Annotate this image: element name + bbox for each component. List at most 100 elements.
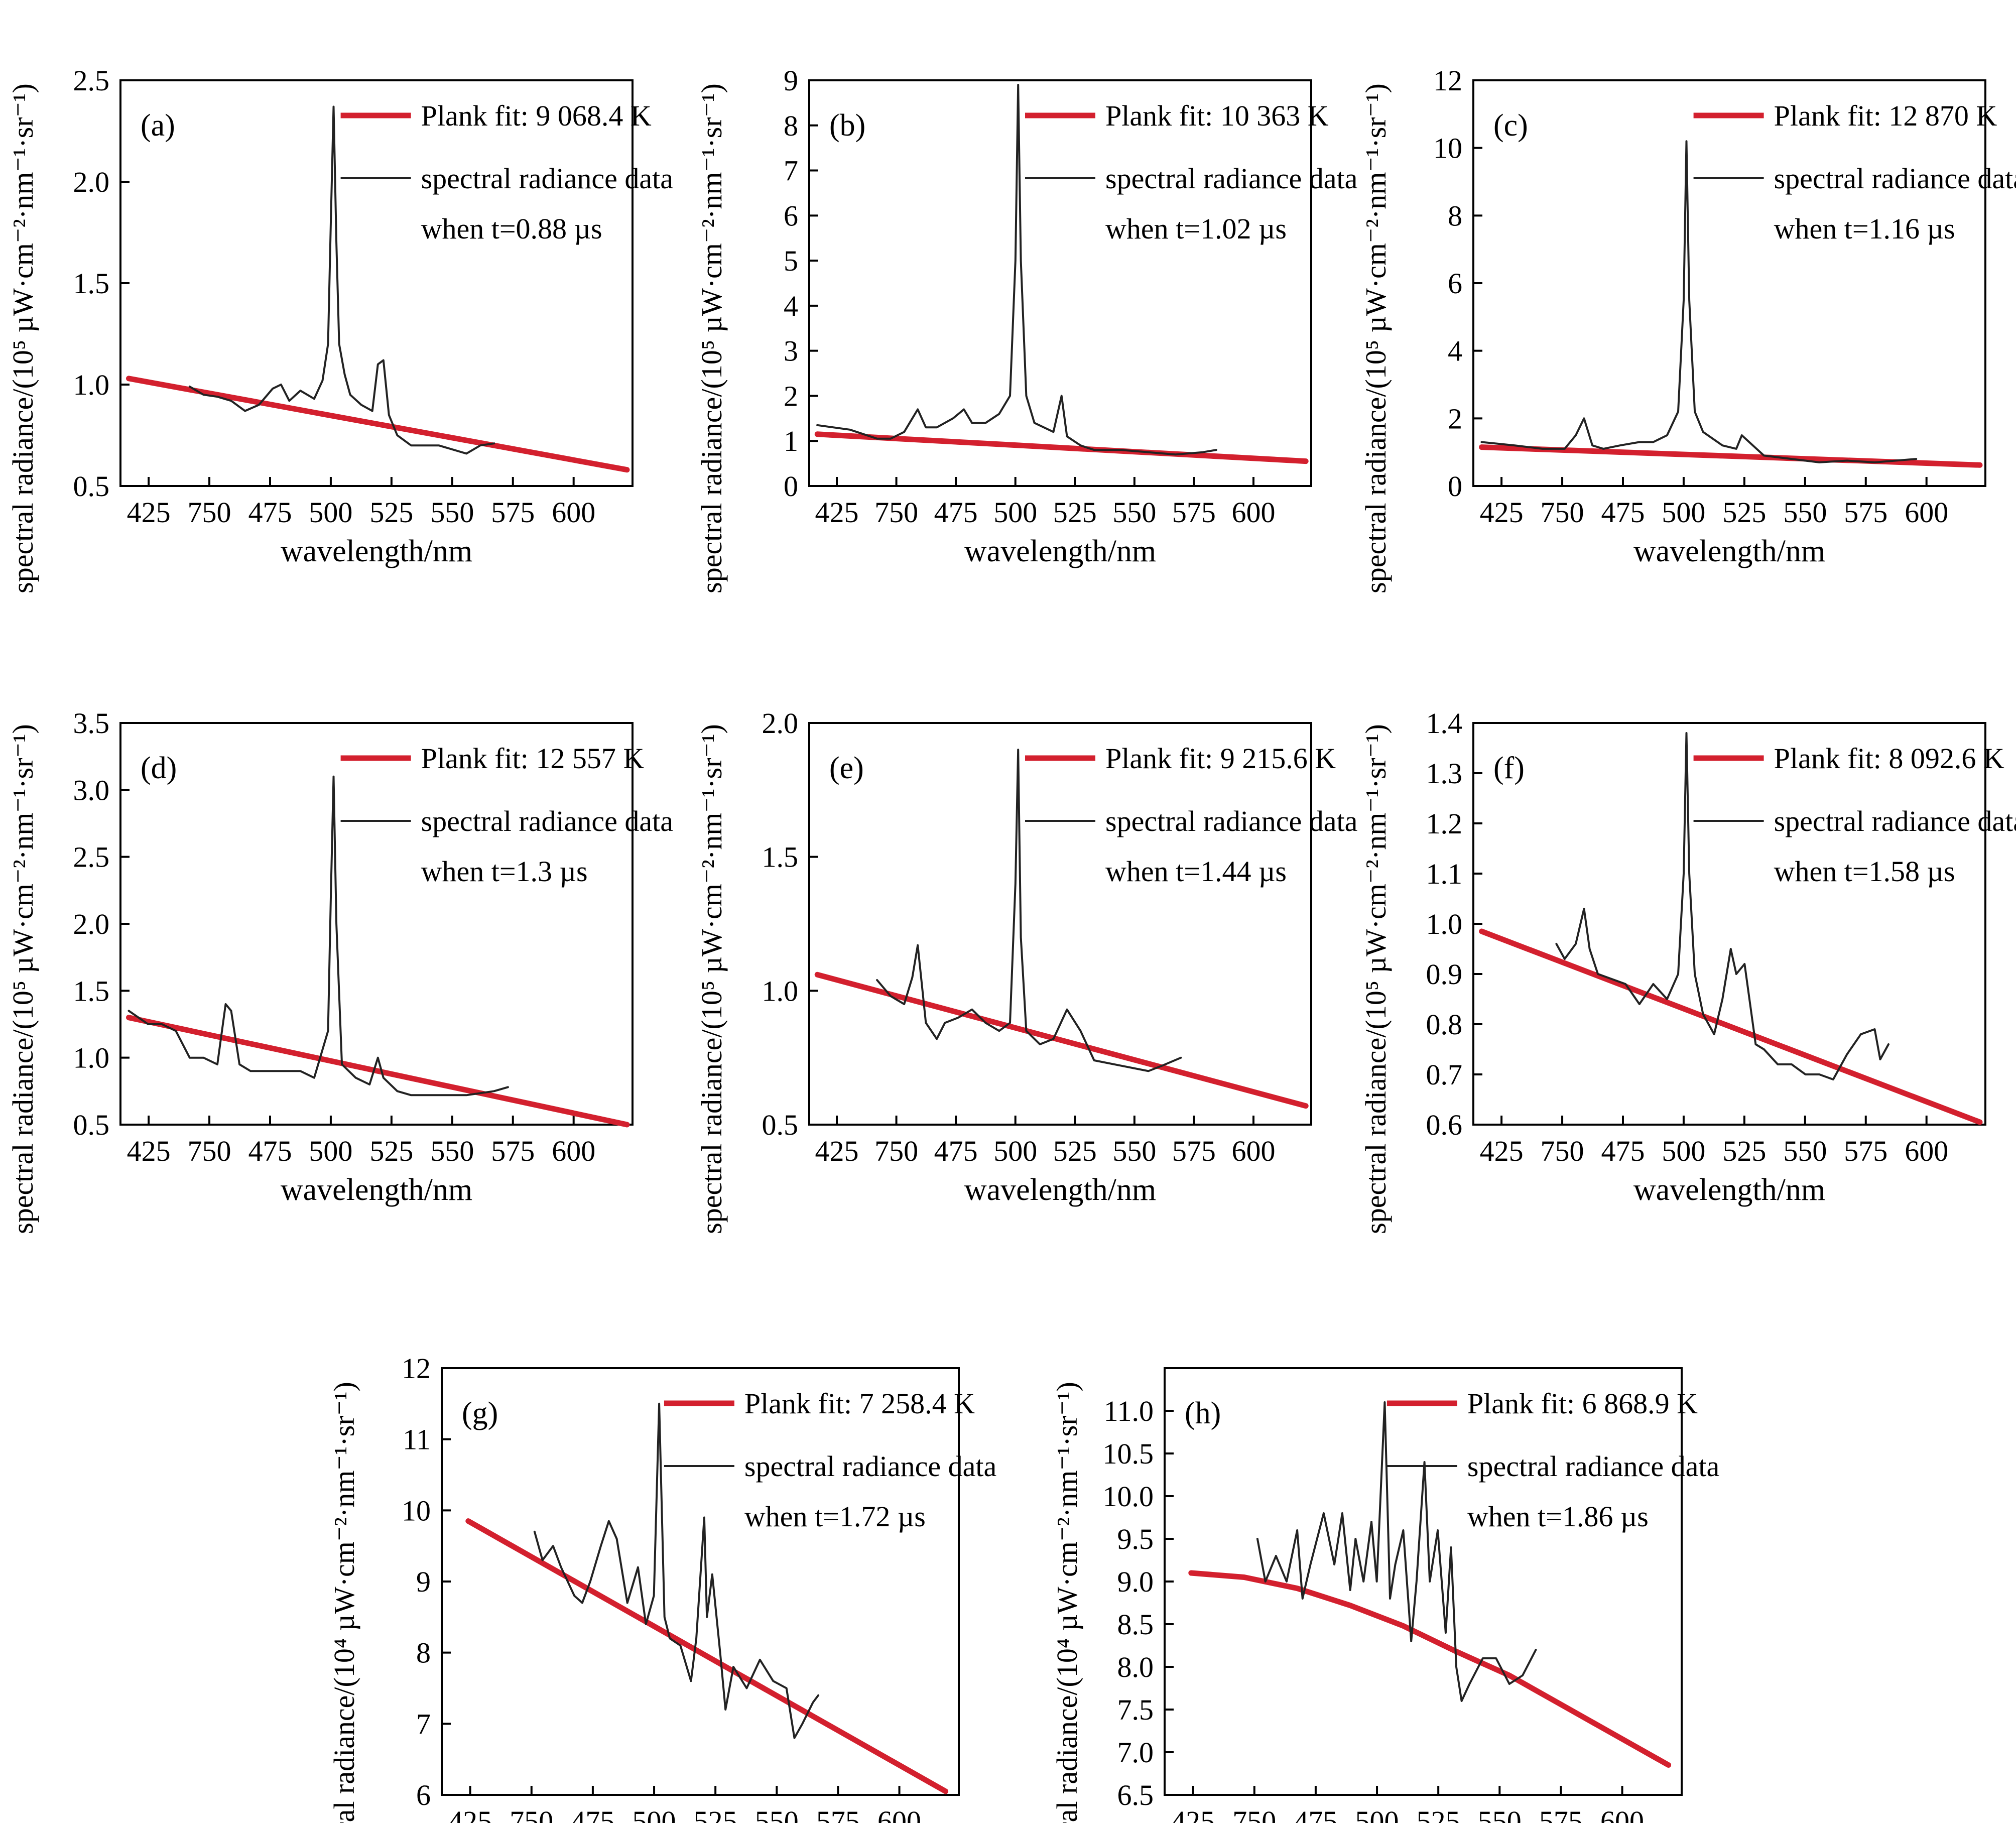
y-tick-label: 8.5 [1117,1608,1154,1641]
x-tick-label: 575 [1172,1135,1216,1167]
x-tick-label: 525 [369,496,413,529]
y-tick-label: 9.5 [1117,1523,1154,1555]
x-tick-label: 500 [993,1135,1037,1167]
y-tick-label: 10 [402,1494,431,1527]
panel-label: (f) [1493,751,1525,785]
x-tick-label: 750 [874,496,918,529]
y-tick-label: 1.4 [1426,707,1463,740]
spectral-data-line [1480,140,1918,463]
plot-frame [1472,79,1986,487]
x-tick-label: 475 [1294,1805,1337,1823]
y-tick-label: 6 [1448,267,1462,300]
y-tick-label: 11 [403,1423,431,1456]
y-axis-label: spectral radiance/(10⁵ µW·cm⁻²·nm⁻¹·sr⁻¹… [1359,83,1392,593]
spectral-data-line [128,775,509,1097]
x-axis-label: wavelength/nm [281,1173,472,1207]
plot-frame [808,79,1312,487]
x-tick-label: 500 [1662,496,1705,529]
panel-label: (c) [1493,108,1528,143]
x-tick-label: 500 [309,496,352,529]
x-tick-label: 575 [1539,1805,1583,1823]
x-tick-label: 550 [1478,1805,1522,1823]
x-tick-label: 425 [1171,1805,1215,1823]
chart-panel-a: 0.5 1.0 1.5 2.0 2.5 425 750 475 500 525 550 575 600 w… [7,64,673,593]
x-tick-label: 525 [369,1135,413,1167]
chart-panel-g: 6789101112425750475500525550575600wavele… [328,1352,996,1823]
y-tick-label: 0.6 [1426,1109,1463,1141]
x-tick-label: 550 [1112,496,1156,529]
y-tick-label: 1.0 [1426,908,1463,940]
y-tick-label: 7.0 [1117,1736,1154,1769]
y-tick-label: 4 [784,290,798,322]
y-tick-label: 9 [416,1565,431,1598]
x-axis-label: wavelength/nm [1633,534,1825,568]
chart-panel-f: 0.6 0.7 0.8 0.9 1.0 1.1 1.2 1.3 1.4 425 750 475 500 5… [1359,707,2016,1234]
x-tick-label: 575 [816,1805,860,1823]
y-tick-label: 1 [784,425,798,457]
x-tick-label: 600 [552,496,595,529]
y-tick-label: 1.5 [762,841,799,874]
legend-data-label: spectral radiance data [1467,1450,1719,1483]
x-tick-label: 550 [430,496,474,529]
legend-fit-label: Plank fit: 10 363 K [1105,99,1329,132]
fit-curve-line [126,1015,630,1128]
y-tick-label: 0.5 [762,1109,799,1141]
x-tick-label: 750 [188,1135,231,1167]
x-axis-label: wavelength/nm [281,534,472,568]
legend-fit-label: Plank fit: 7 258.4 K [744,1387,975,1420]
spectral-data-line [533,1402,820,1739]
y-axis-label: spectral radiance/(10⁵ µW·cm⁻²·nm⁻¹·sr⁻¹… [7,83,39,593]
y-tick-label: 6 [416,1779,431,1811]
y-axis-label: spectral radiance/(10⁵ µW·cm⁻²·nm⁻¹·sr⁻¹… [1359,724,1392,1234]
chart-panel-e: 0.5 1.0 1.5 2.0 425 750 475 500 525 550 575 600 wave… [695,707,1357,1234]
x-tick-label: 575 [1844,496,1887,529]
legend-data-label: spectral radiance data [1774,805,2016,837]
panel-label: (e) [829,751,864,785]
legend-fit-label: Plank fit: 12 557 K [421,742,645,775]
y-tick-label: 12 [402,1352,431,1385]
panel-label: (b) [829,108,865,143]
x-tick-label: 575 [491,1135,535,1167]
y-tick-label: 10 [1433,132,1462,165]
x-tick-label: 600 [877,1805,921,1823]
legend-time-label: when t=1.58 µs [1774,855,1955,888]
x-tick-label: 500 [1662,1135,1705,1167]
x-tick-label: 475 [571,1805,614,1823]
legend-fit-label: Plank fit: 9 215.6 K [1105,742,1336,775]
y-tick-label: 1.5 [73,975,110,1007]
y-tick-label: 0.5 [73,470,110,503]
x-tick-label: 550 [430,1135,474,1167]
chart-panel-h: 6.5 7.0 7.5 8.0 8.5 9.0 9.5 10.0 10.5 11.0 425 750 4… [1051,1367,1719,1823]
fit-curve-line [1479,444,1983,468]
y-tick-label: 0.5 [73,1109,110,1141]
fit-curve-line [814,971,1309,1109]
y-tick-label: 3 [784,335,798,368]
x-tick-label: 575 [1844,1135,1887,1167]
x-tick-label: 525 [1722,496,1766,529]
x-tick-label: 550 [1112,1135,1156,1167]
legend-time-label: when t=1.72 µs [744,1500,926,1533]
x-tick-label: 525 [694,1805,737,1823]
y-tick-label: 0 [784,470,798,503]
legend-data-label: spectral radiance data [744,1450,996,1483]
legend-time-label: when t=1.3 µs [421,855,588,888]
x-tick-label: 525 [1053,496,1097,529]
y-tick-label: 8 [784,109,798,142]
x-tick-label: 500 [993,496,1037,529]
x-tick-label: 525 [1722,1135,1766,1167]
x-tick-label: 475 [248,496,292,529]
y-tick-label: 2.0 [73,908,110,940]
y-tick-label: 2.5 [73,64,110,97]
y-tick-label: 6 [784,199,798,232]
x-tick-label: 550 [1783,1135,1827,1167]
x-tick-label: 475 [934,496,978,529]
legend-time-label: when t=1.16 µs [1774,212,1955,245]
y-tick-label: 7.5 [1117,1693,1154,1726]
y-axis-label: spectral radiance/(10⁵ µW·cm⁻²·nm⁻¹·sr⁻¹… [695,83,728,593]
fit-curve-line [465,1518,949,1794]
spectral-data-line [1555,732,1889,1080]
spectral-data-line [188,105,495,455]
x-tick-label: 600 [1905,1135,1948,1167]
panel-label: (g) [462,1396,498,1430]
y-tick-label: 0.7 [1426,1058,1463,1091]
